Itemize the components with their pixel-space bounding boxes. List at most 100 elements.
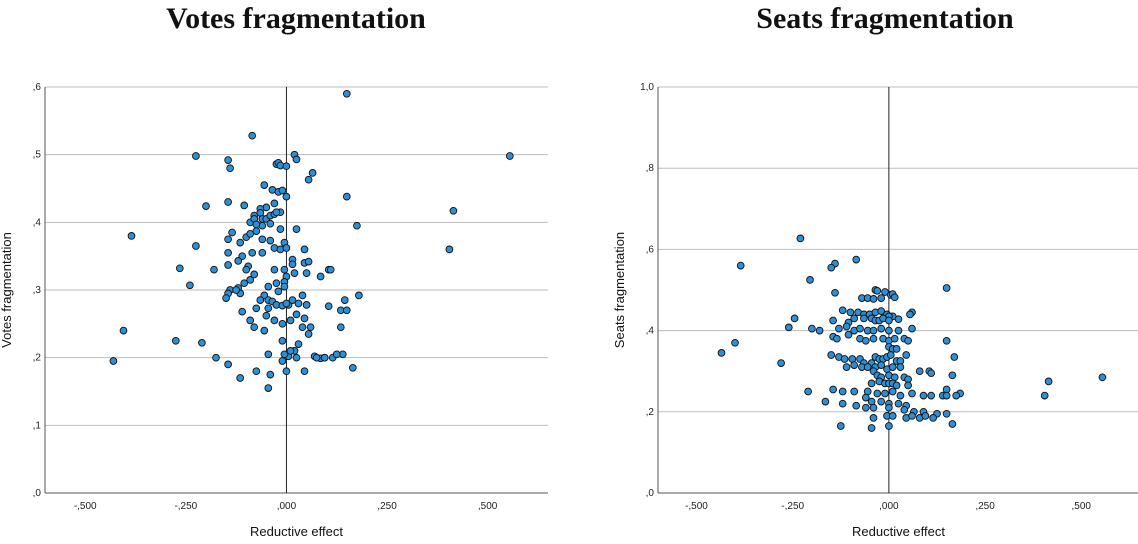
votes-data-point: [348, 363, 357, 372]
seats-data-point: [952, 391, 961, 400]
votes-y-tick-label: ,1: [33, 420, 42, 431]
seats-data-point: [885, 316, 893, 325]
seats-data-point: [877, 361, 886, 369]
seats-data-point: [717, 349, 726, 357]
votes-data-point: [119, 326, 128, 335]
seats-data-point: [784, 323, 793, 332]
votes-data-point: [127, 232, 136, 240]
votes-data-point: [292, 155, 301, 164]
seats-data-point: [777, 359, 785, 367]
votes-data-point: [270, 199, 279, 208]
votes-data-point: [336, 323, 345, 332]
votes-data-point: [294, 299, 303, 308]
seats-data-point: [886, 351, 895, 359]
votes-data-point: [258, 248, 267, 257]
seats-data-point: [1040, 391, 1049, 400]
votes-data-point: [250, 323, 259, 332]
votes-data-point: [252, 304, 261, 313]
seats-data-point: [950, 353, 959, 361]
votes-data-point: [224, 248, 232, 257]
seats-data-point: [861, 403, 870, 412]
votes-data-point: [280, 282, 289, 291]
votes-data-point: [238, 307, 247, 316]
votes-y-tick-label: ,5: [33, 150, 42, 161]
seats-x-tick-label: ,500: [1072, 501, 1092, 512]
votes-data-point: [266, 370, 275, 379]
votes-data-point: [246, 316, 255, 325]
votes-data-point: [316, 272, 325, 281]
seats-plot-area: [658, 87, 1138, 493]
votes-data-point: [186, 281, 194, 290]
votes-data-point: [300, 314, 309, 323]
seats-data-point: [927, 391, 936, 400]
votes-chart-title: Votes fragmentation: [166, 2, 426, 35]
seats-data-point: [929, 414, 937, 422]
seats-data-point: [877, 294, 886, 302]
votes-data-point: [505, 152, 514, 160]
seats-data-point: [829, 316, 837, 325]
votes-data-point: [248, 248, 257, 257]
seats-data-point: [873, 286, 882, 295]
votes-data-point: [234, 257, 243, 265]
seats-data-point: [908, 412, 916, 420]
seats-data-point: [908, 389, 916, 398]
seats-data-point: [877, 397, 886, 406]
votes-data-point: [224, 235, 232, 244]
votes-data-point: [192, 242, 200, 250]
seats-data-point: [877, 307, 886, 315]
seats-data-point: [856, 324, 864, 333]
votes-data-point: [292, 310, 301, 319]
votes-data-point: [224, 261, 232, 269]
votes-data-point: [109, 357, 118, 365]
seats-data-point: [881, 389, 889, 398]
seats-data-point: [861, 393, 870, 402]
votes-data-point: [302, 301, 311, 309]
seats-data-point: [904, 381, 912, 390]
seats-plot: ,0 ,2 ,4 ,6 ,8 1,0 -,500 -,250 ,000 ,250 ,500 Reduc…: [612, 82, 1138, 539]
votes-data-point: [198, 338, 206, 347]
votes-data-point: [258, 235, 267, 244]
votes-data-point: [304, 257, 313, 266]
seats-data-point: [904, 336, 912, 345]
seats-data-point: [915, 367, 924, 376]
votes-data-point: [278, 319, 287, 328]
votes-y-tick-label: ,2: [33, 353, 42, 364]
seats-data-point: [942, 284, 951, 292]
votes-data-point: [449, 206, 458, 215]
votes-data-point: [246, 276, 255, 284]
seats-data-point: [942, 409, 951, 418]
votes-data-point: [264, 384, 273, 392]
votes-data-point: [274, 287, 283, 296]
seats-data-point: [892, 345, 901, 353]
votes-data-point: [282, 162, 291, 171]
seats-data-point: [869, 403, 878, 412]
seats-y-tick-label: ,8: [646, 163, 655, 174]
seats-y-tick-label: ,6: [646, 244, 655, 255]
votes-data-point: [292, 225, 301, 233]
votes-data-point: [342, 306, 351, 315]
seats-data-point: [808, 324, 816, 333]
seats-data-point: [840, 355, 849, 363]
seats-data-point: [942, 336, 951, 345]
seats-y-axis-title: Seats fragmentation: [612, 232, 627, 348]
seats-y-tick-label: ,2: [646, 407, 655, 418]
seats-data-point: [850, 314, 859, 323]
seats-y-tick-label: ,0: [646, 488, 655, 499]
seats-data-point: [900, 405, 909, 414]
votes-y-axis-title: Votes fragmentation: [0, 232, 14, 348]
seats-data-point: [885, 422, 893, 430]
votes-data-point: [342, 192, 351, 201]
votes-data-point: [236, 238, 245, 247]
votes-data-point: [236, 374, 245, 382]
seats-data-point: [869, 295, 878, 303]
votes-data-point: [282, 244, 291, 252]
votes-data-point: [224, 156, 232, 164]
seats-data-point: [888, 387, 897, 396]
seats-data-point: [877, 324, 886, 333]
seats-data-point: [948, 371, 957, 380]
seats-data-point: [838, 399, 847, 408]
votes-data-point: [304, 175, 313, 184]
seats-data-point: [833, 334, 841, 343]
votes-data-point: [264, 282, 273, 291]
seats-data-point: [838, 306, 847, 315]
